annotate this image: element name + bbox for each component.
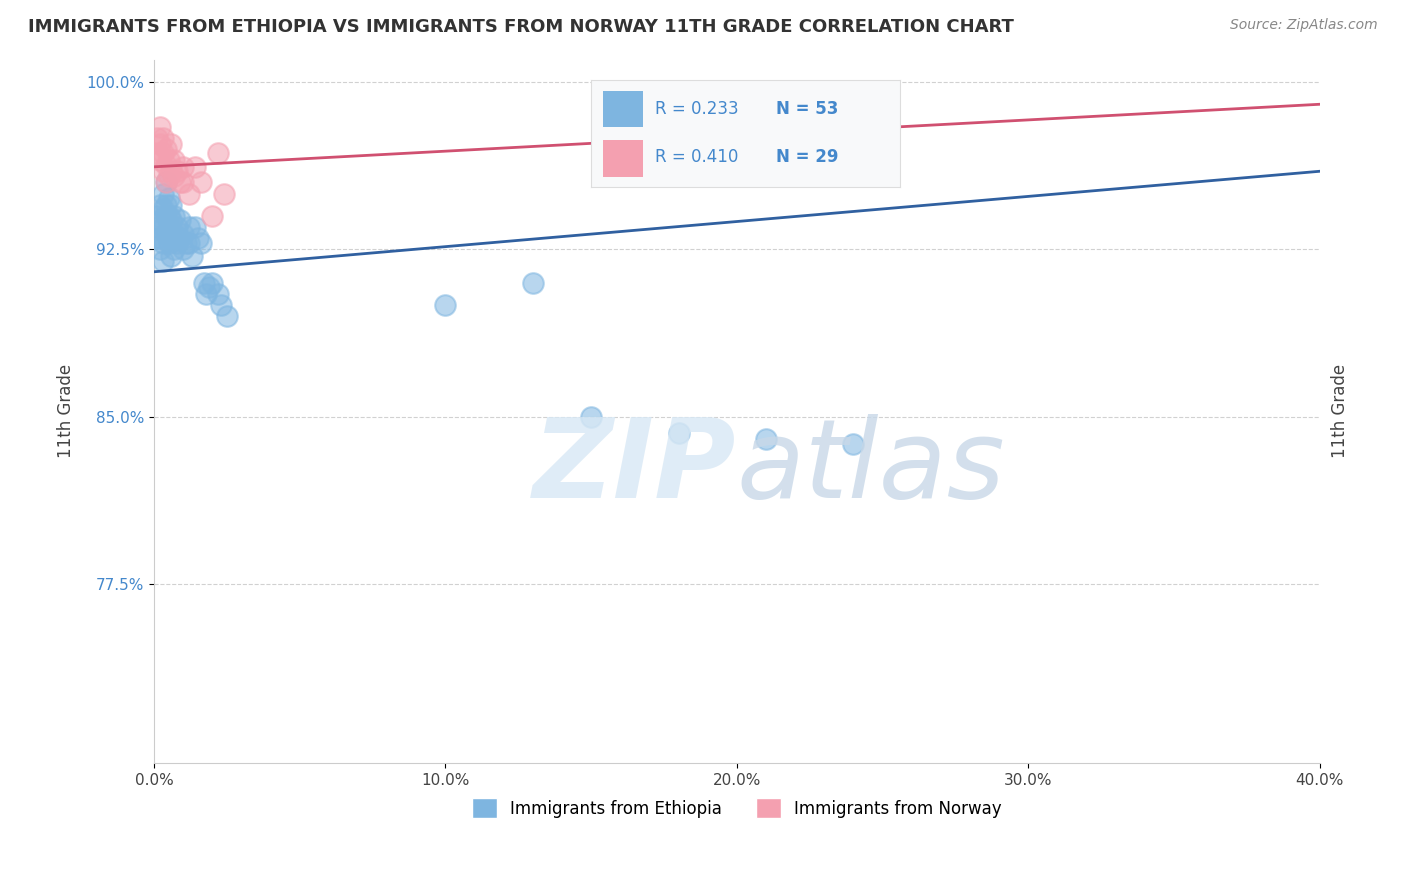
Point [668, 425, 690, 440]
Point [146, 209, 169, 223]
Bar [603, 140, 643, 177]
Point [193, 276, 215, 290]
Point [163, 153, 186, 167]
Point [152, 253, 174, 268]
Point [160, 198, 183, 212]
Point [160, 249, 183, 263]
Point [152, 202, 174, 217]
Point [166, 164, 188, 178]
Text: Source: ZipAtlas.com: Source: ZipAtlas.com [1230, 18, 1378, 32]
Point [609, 108, 631, 122]
Point [172, 243, 194, 257]
Point [172, 176, 194, 190]
Point [579, 409, 602, 424]
Point [187, 231, 209, 245]
Point [696, 120, 718, 134]
Point [157, 220, 180, 235]
Point [169, 176, 191, 190]
Text: N = 53: N = 53 [776, 100, 838, 118]
Point [152, 220, 174, 235]
Point [195, 287, 218, 301]
Text: IMMIGRANTS FROM ETHIOPIA VS IMMIGRANTS FROM NORWAY 11TH GRADE CORRELATION CHART: IMMIGRANTS FROM ETHIOPIA VS IMMIGRANTS F… [28, 18, 1014, 36]
Point [157, 169, 180, 183]
Point [163, 169, 186, 183]
Point [190, 176, 212, 190]
Point [155, 157, 177, 171]
Text: R = 0.233: R = 0.233 [655, 100, 740, 118]
Point [146, 146, 169, 161]
Y-axis label: 11th Grade: 11th Grade [58, 364, 75, 458]
Legend: Immigrants from Ethiopia, Immigrants from Norway: Immigrants from Ethiopia, Immigrants fro… [465, 791, 1008, 825]
Point [755, 432, 778, 446]
Point [201, 209, 224, 223]
Point [215, 310, 238, 324]
Point [212, 186, 235, 201]
Point [207, 287, 229, 301]
Point [177, 186, 200, 201]
Point [177, 235, 200, 250]
Point [149, 120, 172, 134]
Point [434, 298, 457, 312]
Point [198, 280, 221, 294]
Point [160, 213, 183, 227]
Point [157, 235, 180, 250]
Point [207, 146, 229, 161]
Point [163, 209, 186, 223]
Y-axis label: 11th Grade: 11th Grade [1331, 364, 1348, 458]
Point [155, 142, 177, 156]
Point [149, 231, 172, 245]
Point [177, 220, 200, 235]
Point [155, 209, 177, 223]
Point [146, 231, 169, 245]
Point [169, 213, 191, 227]
Point [190, 235, 212, 250]
Point [152, 130, 174, 145]
Point [160, 231, 183, 245]
Point [169, 231, 191, 245]
Point [163, 243, 186, 257]
Point [166, 235, 188, 250]
Point [160, 137, 183, 152]
Bar [603, 91, 643, 128]
Point [155, 198, 177, 212]
Point [152, 186, 174, 201]
Point [172, 160, 194, 174]
Point [184, 160, 207, 174]
Text: ZIP: ZIP [533, 414, 737, 521]
Text: N = 29: N = 29 [776, 148, 838, 166]
Point [157, 191, 180, 205]
Point [146, 130, 169, 145]
Point [155, 176, 177, 190]
Point [166, 220, 188, 235]
Point [522, 276, 544, 290]
Point [201, 276, 224, 290]
Point [149, 243, 172, 257]
Point [149, 213, 172, 227]
Text: R = 0.410: R = 0.410 [655, 148, 738, 166]
Point [155, 227, 177, 241]
Point [152, 235, 174, 250]
Point [149, 153, 172, 167]
Point [157, 209, 180, 223]
Point [157, 153, 180, 167]
Point [146, 220, 169, 235]
Point [152, 164, 174, 178]
Point [172, 227, 194, 241]
Point [209, 298, 232, 312]
Point [180, 249, 202, 263]
Point [160, 164, 183, 178]
Text: atlas: atlas [737, 414, 1005, 521]
Point [163, 227, 186, 241]
Point [149, 198, 172, 212]
Point [184, 220, 207, 235]
Point [842, 436, 865, 450]
Point [174, 235, 197, 250]
Point [152, 146, 174, 161]
Point [155, 176, 177, 190]
Point [149, 137, 172, 152]
